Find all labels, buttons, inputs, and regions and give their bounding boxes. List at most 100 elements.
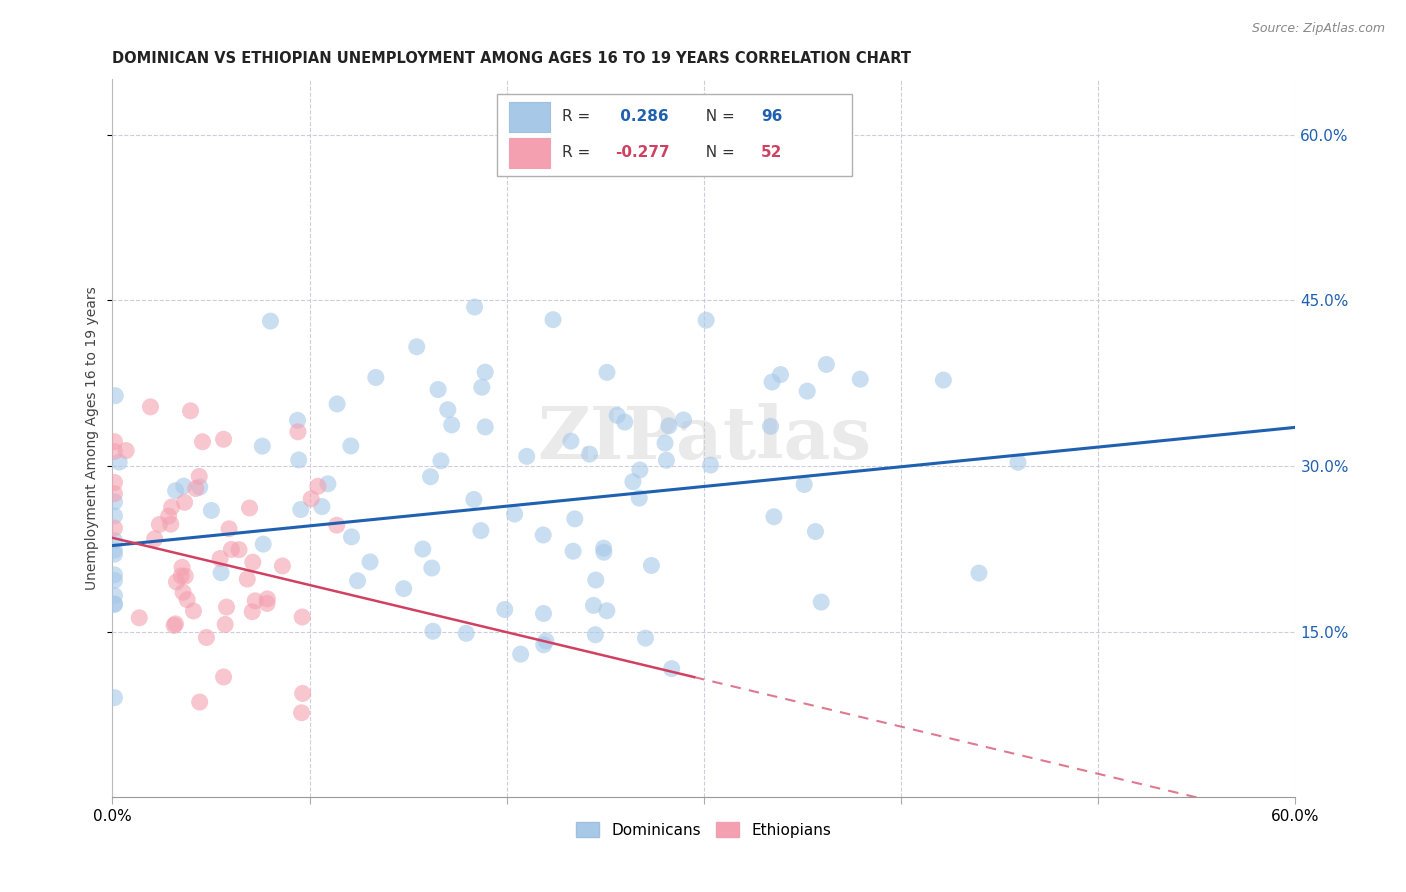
Text: 0.286: 0.286 <box>616 109 669 124</box>
Point <box>533 607 555 621</box>
Point <box>474 420 496 434</box>
Point <box>967 566 990 580</box>
Point <box>103 547 125 561</box>
Point <box>183 604 205 618</box>
Text: 96: 96 <box>761 109 782 124</box>
Point <box>412 541 434 556</box>
Point <box>104 389 127 403</box>
Point <box>762 509 785 524</box>
Point <box>163 618 186 632</box>
Point <box>769 368 792 382</box>
Point <box>103 444 125 458</box>
Point <box>165 616 187 631</box>
Point <box>311 500 333 514</box>
Point <box>419 469 441 483</box>
Point <box>214 617 236 632</box>
Point <box>209 551 232 566</box>
Point <box>578 447 600 461</box>
Point <box>103 533 125 548</box>
Point <box>494 602 516 616</box>
Point <box>560 434 582 449</box>
Point <box>143 532 166 546</box>
Point <box>184 482 207 496</box>
Point <box>613 415 636 429</box>
Point <box>634 631 657 645</box>
Point <box>849 372 872 386</box>
Point <box>103 574 125 588</box>
Point <box>252 439 274 453</box>
Point <box>174 569 197 583</box>
Point <box>218 522 240 536</box>
Point <box>672 413 695 427</box>
Point <box>103 543 125 558</box>
Point <box>271 558 294 573</box>
Point <box>172 585 194 599</box>
Point <box>364 370 387 384</box>
Point <box>583 628 606 642</box>
Point <box>533 638 555 652</box>
Point <box>804 524 827 539</box>
Text: Source: ZipAtlas.com: Source: ZipAtlas.com <box>1251 22 1385 36</box>
Point <box>326 397 349 411</box>
Point <box>240 605 263 619</box>
Point <box>474 365 496 379</box>
Point <box>170 560 193 574</box>
Point <box>621 475 644 489</box>
Point <box>108 455 131 469</box>
Point <box>173 479 195 493</box>
Point <box>287 413 309 427</box>
Point <box>256 596 278 610</box>
Point <box>160 500 183 514</box>
Point <box>236 572 259 586</box>
Text: ZIPatlas: ZIPatlas <box>537 403 872 474</box>
Point <box>420 561 443 575</box>
Point <box>471 380 494 394</box>
Point <box>103 487 125 501</box>
Point <box>359 555 381 569</box>
Point <box>340 439 363 453</box>
Point <box>103 508 125 523</box>
Point <box>815 358 838 372</box>
Point <box>1007 455 1029 469</box>
Point <box>242 555 264 569</box>
Point <box>340 530 363 544</box>
Point <box>405 340 427 354</box>
Point <box>165 483 187 498</box>
Point <box>427 383 450 397</box>
Point <box>103 690 125 705</box>
Point <box>592 545 614 559</box>
Point <box>796 384 818 398</box>
Point <box>392 582 415 596</box>
Point <box>628 491 651 505</box>
Point <box>191 434 214 449</box>
Point <box>430 454 453 468</box>
Point <box>157 509 180 524</box>
Point <box>793 477 815 491</box>
Point <box>180 404 202 418</box>
Point <box>534 633 557 648</box>
Point <box>290 502 312 516</box>
Point <box>291 686 314 700</box>
Point <box>245 594 267 608</box>
Point <box>115 443 138 458</box>
Point <box>661 662 683 676</box>
Point <box>215 600 238 615</box>
Point <box>422 624 444 639</box>
Point <box>287 425 309 439</box>
Y-axis label: Unemployment Among Ages 16 to 19 years: Unemployment Among Ages 16 to 19 years <box>86 286 100 591</box>
Point <box>640 558 662 573</box>
Text: R =: R = <box>562 145 595 160</box>
Point <box>103 434 125 449</box>
Point <box>170 569 193 583</box>
Point <box>456 626 478 640</box>
Point <box>200 503 222 517</box>
Point <box>531 528 554 542</box>
Point <box>307 479 329 493</box>
Point <box>103 567 125 582</box>
Point <box>695 313 717 327</box>
Point <box>582 599 605 613</box>
Point <box>562 544 585 558</box>
Point <box>541 312 564 326</box>
Point <box>148 517 170 532</box>
Point <box>252 537 274 551</box>
